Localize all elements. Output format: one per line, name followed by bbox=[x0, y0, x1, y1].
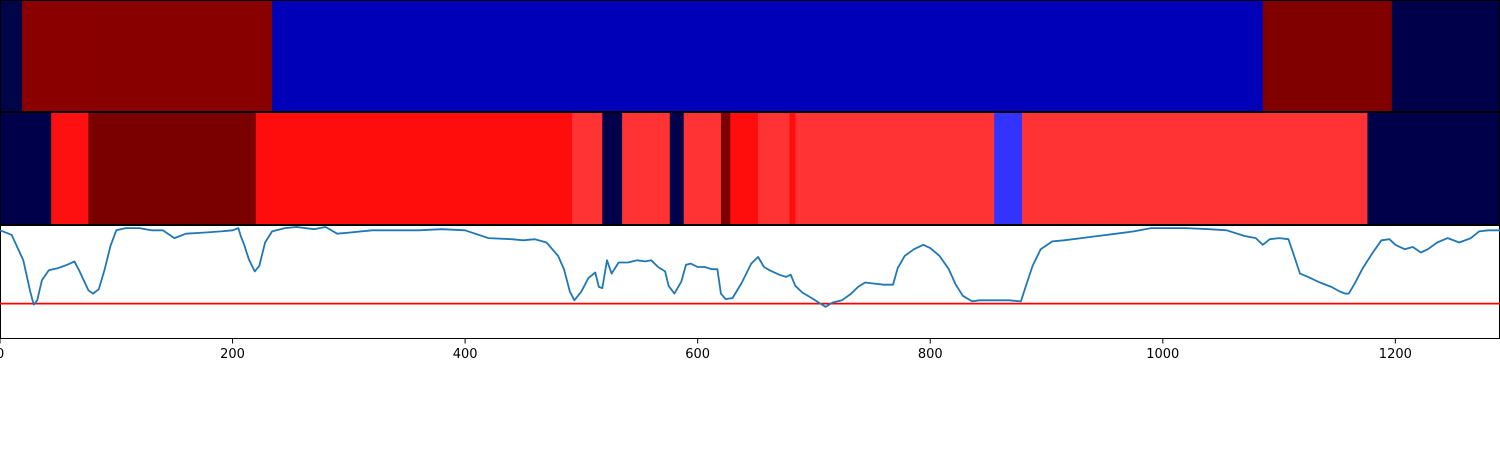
middle-strip-segment-12 bbox=[789, 113, 796, 225]
middle-strip-segment-5 bbox=[602, 113, 623, 225]
top-strip-segment-1 bbox=[22, 1, 99, 112]
middle-strip-segment-3 bbox=[255, 113, 573, 225]
middle-strip-segment-8 bbox=[683, 113, 722, 225]
x-axis: 0 200 400 600 800 1000 1200 bbox=[0, 338, 1500, 362]
x-tick-label-1200: 1200 bbox=[1379, 347, 1412, 362]
middle-strip-segment-13 bbox=[795, 113, 995, 225]
middle-strip-segment-7 bbox=[669, 113, 685, 225]
top-strip bbox=[0, 0, 1500, 112]
x-tick-label-400: 400 bbox=[453, 347, 478, 362]
middle-strip-segment-6 bbox=[622, 113, 671, 225]
middle-strip-segment-10 bbox=[730, 113, 759, 225]
top-strip-segment-4 bbox=[1262, 1, 1393, 112]
line-panel-frame bbox=[0, 225, 1500, 339]
middle-strip-segment-9 bbox=[720, 113, 731, 225]
top-strip-segment-0 bbox=[0, 1, 23, 112]
middle-strip-segment-1 bbox=[51, 113, 89, 225]
middle-strip-segment-11 bbox=[758, 113, 791, 225]
middle-strip-segment-14 bbox=[994, 113, 1023, 225]
middle-strip-segment-2 bbox=[88, 113, 257, 225]
top-strip-segment-3 bbox=[272, 1, 1264, 112]
x-tick-label-800: 800 bbox=[918, 347, 943, 362]
x-tick-label-0: 0 bbox=[0, 347, 4, 362]
signal-line bbox=[0, 226, 1500, 308]
top-strip-segment-2 bbox=[97, 1, 273, 112]
top-strip-segment-5 bbox=[1391, 1, 1500, 112]
x-tick-label-200: 200 bbox=[220, 347, 245, 362]
line-panel bbox=[0, 225, 1500, 339]
x-tick-label-600: 600 bbox=[685, 347, 710, 362]
x-tick-label-1000: 1000 bbox=[1146, 347, 1179, 362]
middle-strip-segment-0 bbox=[0, 113, 52, 225]
middle-strip-segment-16 bbox=[1367, 113, 1500, 225]
middle-strip-segment-4 bbox=[572, 113, 603, 225]
middle-strip-segment-15 bbox=[1022, 113, 1368, 225]
middle-strip bbox=[0, 112, 1500, 225]
